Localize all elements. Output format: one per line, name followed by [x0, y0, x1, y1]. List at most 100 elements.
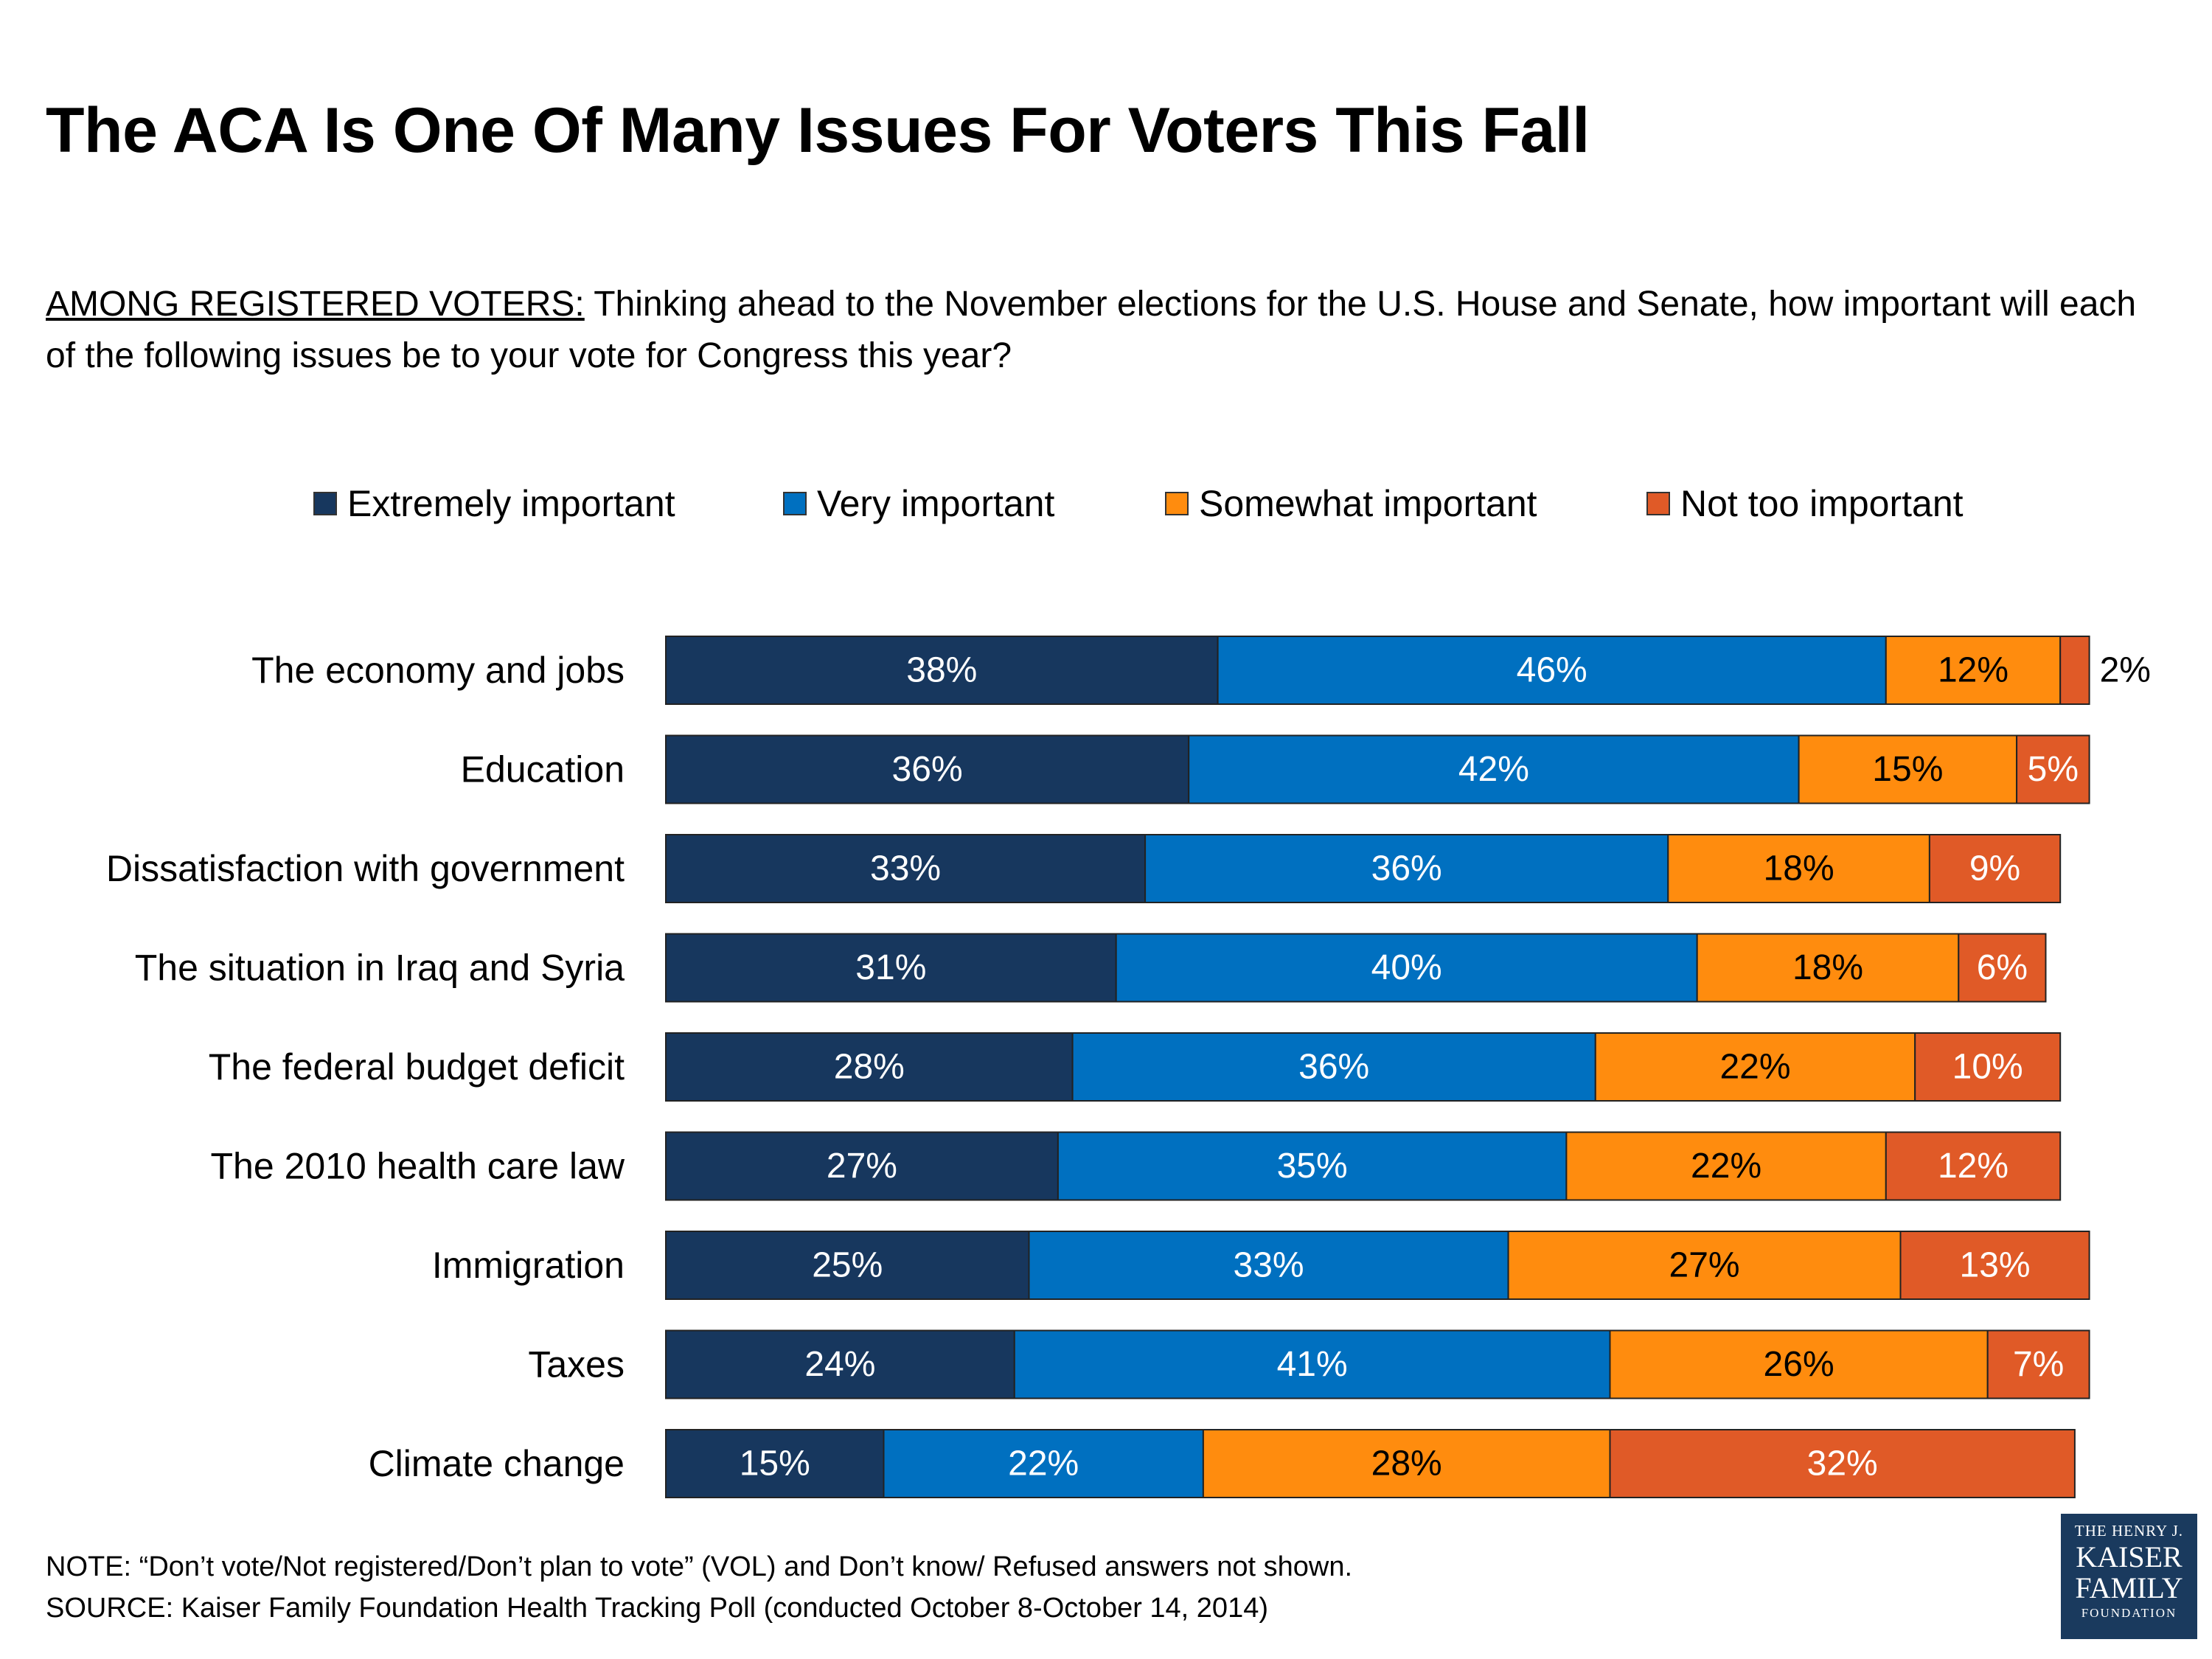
category-label: The 2010 health care law — [211, 1146, 625, 1187]
data-label: 26% — [1764, 1345, 1834, 1384]
logo-line: FOUNDATION — [2081, 1606, 2177, 1620]
data-label: 10% — [1952, 1048, 2023, 1087]
bar-segment — [2016, 734, 2090, 804]
category-label: Dissatisfaction with government — [106, 848, 625, 889]
subtitle-lead: AMONG REGISTERED VOTERS: — [46, 285, 585, 324]
legend-label: Not too important — [1680, 483, 1964, 524]
data-label: 28% — [834, 1048, 905, 1087]
bar-segment — [1028, 1231, 1509, 1300]
bar-segment — [1071, 1032, 1596, 1102]
kaiser-family-foundation-logo: THE HENRY J. KAISER FAMILY FOUNDATION — [2061, 1514, 2197, 1639]
bar-segment — [1507, 1231, 1902, 1300]
bar-segment — [1144, 834, 1669, 903]
subtitle-question: Thinking ahead to the November elections… — [46, 285, 2137, 375]
data-label: 2% — [2100, 651, 2151, 690]
bar-segment — [1217, 636, 1887, 705]
chart-source: SOURCE: Kaiser Family Foundation Health … — [46, 1593, 1268, 1624]
data-label: 22% — [1719, 1048, 1790, 1087]
bar-segment — [1188, 734, 1800, 804]
category-label: Immigration — [432, 1245, 625, 1286]
data-label: 27% — [1669, 1246, 1740, 1285]
bar-segment — [1798, 734, 2018, 804]
legend-swatch — [783, 492, 807, 515]
data-label: 22% — [1691, 1147, 1761, 1186]
data-label: 36% — [1371, 849, 1442, 888]
data-label: 31% — [855, 948, 926, 987]
legend-label: Somewhat important — [1199, 483, 1537, 524]
data-label: 9% — [1969, 849, 2020, 888]
chart-legend: Extremely important Very important Somew… — [0, 478, 2212, 529]
bar-segment — [2059, 636, 2090, 705]
category-label: Climate change — [369, 1443, 625, 1484]
bar-segment — [1958, 933, 2047, 1003]
data-label: 36% — [892, 750, 963, 789]
bar-segment — [883, 1429, 1204, 1498]
data-label: 46% — [1517, 651, 1587, 690]
data-label: 6% — [1977, 948, 2028, 987]
data-label: 15% — [1872, 750, 1943, 789]
data-label: 12% — [1938, 1147, 2008, 1186]
bar-segment — [665, 933, 1117, 1003]
data-label: 25% — [812, 1246, 883, 1285]
data-label: 32% — [1807, 1444, 1878, 1484]
data-label: 12% — [1938, 651, 2008, 690]
data-label: 35% — [1277, 1147, 1348, 1186]
data-label: 18% — [1792, 948, 1863, 987]
data-label: 42% — [1458, 750, 1529, 789]
data-label: 24% — [804, 1345, 875, 1384]
legend-swatch — [313, 492, 337, 515]
category-label: Taxes — [528, 1344, 625, 1385]
data-label: 18% — [1764, 849, 1834, 888]
legend-item-very-important: Very important — [783, 478, 1054, 529]
data-label: 22% — [1008, 1444, 1079, 1484]
data-label: 33% — [1234, 1246, 1304, 1285]
category-label: The economy and jobs — [251, 650, 625, 691]
bar-segment — [665, 1131, 1059, 1201]
data-label: 40% — [1371, 948, 1442, 987]
bar-segment — [665, 1429, 885, 1498]
data-label: 38% — [906, 651, 977, 690]
chart-subtitle: AMONG REGISTERED VOTERS: Thinking ahead … — [46, 279, 2169, 382]
bar-segment — [1696, 933, 1960, 1003]
bar-segment — [1013, 1329, 1611, 1399]
legend-label: Very important — [817, 483, 1055, 524]
bar-segment — [1667, 834, 1930, 903]
legend-swatch — [1646, 492, 1670, 515]
chart-title: The ACA Is One Of Many Issues For Voters… — [46, 95, 1590, 166]
bar-segment — [1609, 1429, 2076, 1498]
bar-segment — [1986, 1329, 2090, 1399]
data-label: 41% — [1277, 1345, 1348, 1384]
legend-item-not-too-important: Not too important — [1646, 478, 1964, 529]
bar-segment — [1609, 1329, 1989, 1399]
data-label: 5% — [2028, 750, 2079, 789]
bar-segment — [1565, 1131, 1887, 1201]
bar-segment — [1202, 1429, 1611, 1498]
logo-line: FAMILY — [2075, 1571, 2183, 1604]
bar-segment — [1914, 1032, 2062, 1102]
bar-segment — [1594, 1032, 1916, 1102]
bar-segment — [665, 1231, 1030, 1300]
legend-item-extremely-important: Extremely important — [313, 478, 675, 529]
bar-segment — [665, 1329, 1015, 1399]
category-label: The situation in Iraq and Syria — [135, 947, 625, 989]
data-label: 7% — [2013, 1345, 2064, 1384]
legend-item-somewhat-important: Somewhat important — [1165, 478, 1537, 529]
bar-segment — [1928, 834, 2062, 903]
data-label: 33% — [870, 849, 941, 888]
bar-segment — [1885, 1131, 2062, 1201]
legend-label: Extremely important — [347, 483, 675, 524]
data-label: 13% — [1960, 1246, 2031, 1285]
data-label: 27% — [827, 1147, 897, 1186]
logo-line: THE HENRY J. — [2074, 1522, 2184, 1540]
bar-segment — [665, 1032, 1074, 1102]
category-label: The federal budget deficit — [209, 1046, 625, 1088]
bar-segment — [665, 834, 1147, 903]
data-label: 28% — [1371, 1444, 1442, 1484]
data-label: 15% — [740, 1444, 810, 1484]
bar-segment — [665, 734, 1190, 804]
bar-segment — [1115, 933, 1698, 1003]
logo-line: KAISER — [2076, 1540, 2183, 1573]
bar-segment — [1899, 1231, 2090, 1300]
chart-note: NOTE: “Don’t vote/Not registered/Don’t p… — [46, 1551, 1353, 1582]
